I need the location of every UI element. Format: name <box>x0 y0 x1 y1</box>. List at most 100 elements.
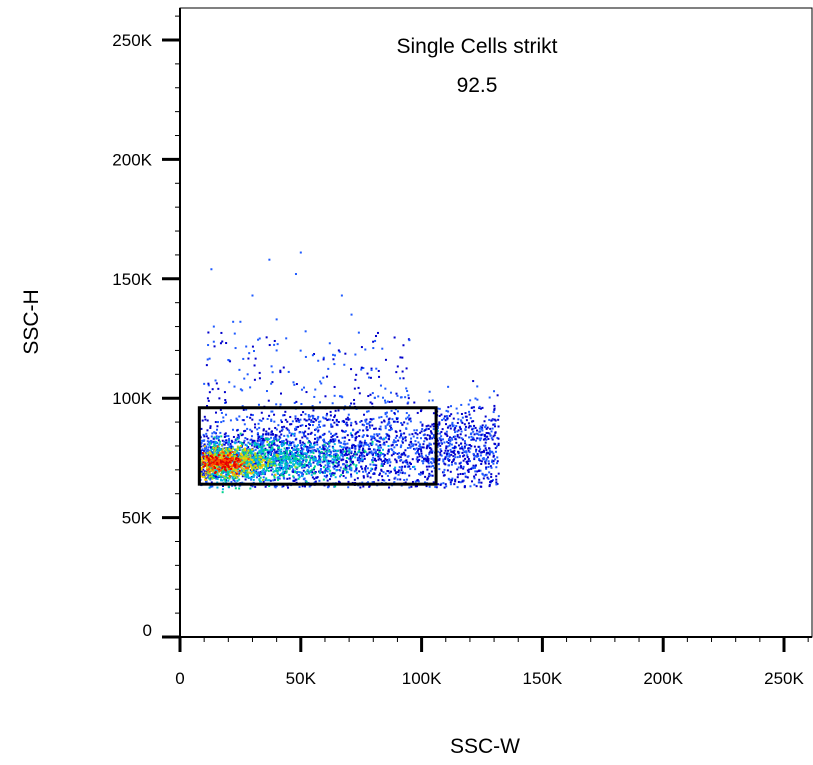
event-dot <box>416 436 419 439</box>
event-dot <box>322 478 325 481</box>
event-dot <box>231 428 234 431</box>
event-dot <box>270 436 273 439</box>
event-dot <box>226 441 229 444</box>
event-dot <box>408 465 411 468</box>
event-dot <box>346 456 349 459</box>
event-dot <box>493 423 496 426</box>
event-dot <box>473 475 476 478</box>
event-dot <box>468 468 471 471</box>
event-dot <box>477 445 480 448</box>
event-dot <box>207 437 210 440</box>
event-dot <box>448 444 451 447</box>
event-dot <box>485 449 488 452</box>
event-dot <box>303 456 306 459</box>
event-dot <box>393 413 396 416</box>
event-dot <box>386 400 389 403</box>
event-dot <box>425 485 428 488</box>
event-dot <box>369 393 372 396</box>
event-dot <box>379 458 382 461</box>
event-dot <box>240 444 243 447</box>
event-dot <box>447 410 450 413</box>
event-dot <box>234 450 237 453</box>
event-dot <box>379 472 382 475</box>
event-dot <box>238 478 241 481</box>
event-dot <box>432 458 435 461</box>
event-dot <box>237 474 240 477</box>
event-dot <box>426 477 429 480</box>
event-dot <box>431 474 434 477</box>
event-dot <box>416 411 419 414</box>
event-dot <box>374 427 377 430</box>
event-dot <box>237 452 240 455</box>
event-dot <box>287 486 290 489</box>
event-dot <box>301 454 304 457</box>
event-dot <box>394 440 397 443</box>
event-dot <box>447 438 450 441</box>
event-dot <box>479 448 482 451</box>
event-dot <box>360 458 363 461</box>
event-dot <box>214 460 217 463</box>
event-dot <box>307 423 310 426</box>
event-dot <box>354 378 357 381</box>
event-dot <box>399 396 402 399</box>
gate-rectangle[interactable] <box>197 406 438 486</box>
event-dot <box>357 331 360 334</box>
event-dot <box>239 441 242 444</box>
event-dot <box>274 486 277 489</box>
event-dot <box>327 441 330 444</box>
event-dot <box>378 427 381 430</box>
event-dot <box>339 451 342 454</box>
event-dot <box>454 456 457 459</box>
event-dot <box>300 456 303 459</box>
event-dot <box>344 436 347 439</box>
event-dot <box>418 473 421 476</box>
event-dot <box>396 478 399 481</box>
event-dot <box>271 433 274 436</box>
event-dot <box>323 456 326 459</box>
event-dot <box>371 435 374 438</box>
event-dot <box>407 401 410 404</box>
event-dot <box>224 399 227 402</box>
event-dot <box>487 432 490 435</box>
event-dot <box>210 435 213 438</box>
event-dot <box>251 459 254 462</box>
event-dot <box>367 443 370 446</box>
event-dot <box>357 386 360 389</box>
event-dot <box>212 454 215 457</box>
event-dot <box>315 419 318 422</box>
event-dot <box>223 465 226 468</box>
event-dot <box>297 474 300 477</box>
event-dot <box>458 436 461 439</box>
event-dot <box>461 416 464 419</box>
event-dot <box>353 478 356 481</box>
event-dot <box>209 426 212 429</box>
event-dot <box>275 485 278 488</box>
event-dot <box>393 446 396 449</box>
event-dot <box>379 436 382 439</box>
event-dot <box>269 465 272 468</box>
event-dot <box>378 375 381 378</box>
event-dot <box>408 414 411 417</box>
event-dot <box>231 484 234 487</box>
event-dot <box>473 424 476 427</box>
event-dot <box>367 448 370 451</box>
event-dot <box>298 420 301 423</box>
event-dot <box>274 473 277 476</box>
event-dot <box>436 439 439 442</box>
event-dot <box>203 453 206 456</box>
event-dot <box>255 455 258 458</box>
event-dot <box>352 444 355 447</box>
event-dot <box>461 472 464 475</box>
event-dot <box>419 448 422 451</box>
event-dot <box>318 450 321 453</box>
event-dot <box>227 485 230 488</box>
event-dot <box>260 470 263 473</box>
event-dot <box>293 434 296 437</box>
event-dot <box>321 461 324 464</box>
event-dot <box>384 472 387 475</box>
event-dot <box>443 441 446 444</box>
event-dot <box>268 438 271 441</box>
event-dot <box>455 441 458 444</box>
event-dot <box>471 438 474 441</box>
event-dot <box>408 339 411 342</box>
